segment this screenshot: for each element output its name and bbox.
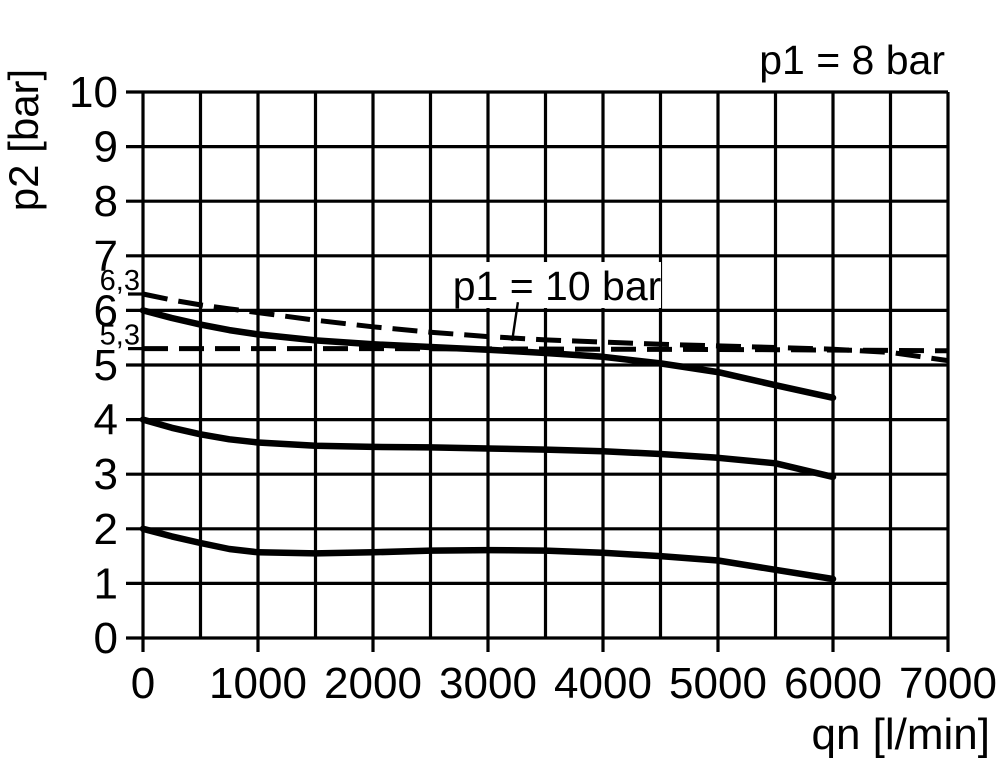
x-axis-title: qn [l/min] xyxy=(811,710,990,759)
y-tick-label: 3 xyxy=(94,450,118,499)
y-minor-tick-label: 6,3 xyxy=(100,265,140,297)
x-tick-label: 7000 xyxy=(899,659,997,708)
x-tick-label: 3000 xyxy=(439,659,537,708)
x-tick-label: 2000 xyxy=(324,659,422,708)
y-tick-label: 5 xyxy=(94,341,118,390)
y-tick-label: 10 xyxy=(69,68,118,117)
x-tick-label: 0 xyxy=(131,659,155,708)
annotation-background xyxy=(453,262,661,309)
x-tick-label: 1000 xyxy=(209,659,307,708)
data-curves xyxy=(139,291,949,583)
y-tick-label: 4 xyxy=(94,396,118,445)
axis-ticks xyxy=(126,90,950,652)
y-axis-title: p2 [bar] xyxy=(0,69,47,211)
y-tick-label: 1 xyxy=(94,559,118,608)
chart-title: p1 = 8 bar xyxy=(759,37,945,83)
y-tick-label: 0 xyxy=(94,614,118,663)
curve-p1-8bar-setting-4bar xyxy=(139,416,837,481)
x-tick-label: 6000 xyxy=(784,659,882,708)
y-tick-label: 7 xyxy=(94,232,118,281)
annotation-leader-line xyxy=(510,302,520,342)
y-tick-label: 9 xyxy=(94,123,118,172)
y-tick-label: 8 xyxy=(94,177,118,226)
curve-p1-10bar-dashed-flat-5-3 xyxy=(143,346,949,354)
curve-p1-8bar-setting-2bar xyxy=(139,525,837,583)
x-tick-label: 5000 xyxy=(669,659,767,708)
tick-labels: 0 1000 2000 3000 4000 5000 6000 7000 0 1 2 3 4 5 6 7 8 9 1… xyxy=(69,68,997,708)
annotation-label: p1 = 10 bar xyxy=(453,263,662,309)
y-tick-label: 2 xyxy=(94,505,118,554)
curve-p1-8bar-setting-6bar xyxy=(139,307,837,402)
y-tick-label: 6 xyxy=(94,286,118,335)
grid-lines xyxy=(141,90,950,640)
y-minor-tick-label: 5,3 xyxy=(100,320,140,352)
x-tick-label: 4000 xyxy=(554,659,652,708)
